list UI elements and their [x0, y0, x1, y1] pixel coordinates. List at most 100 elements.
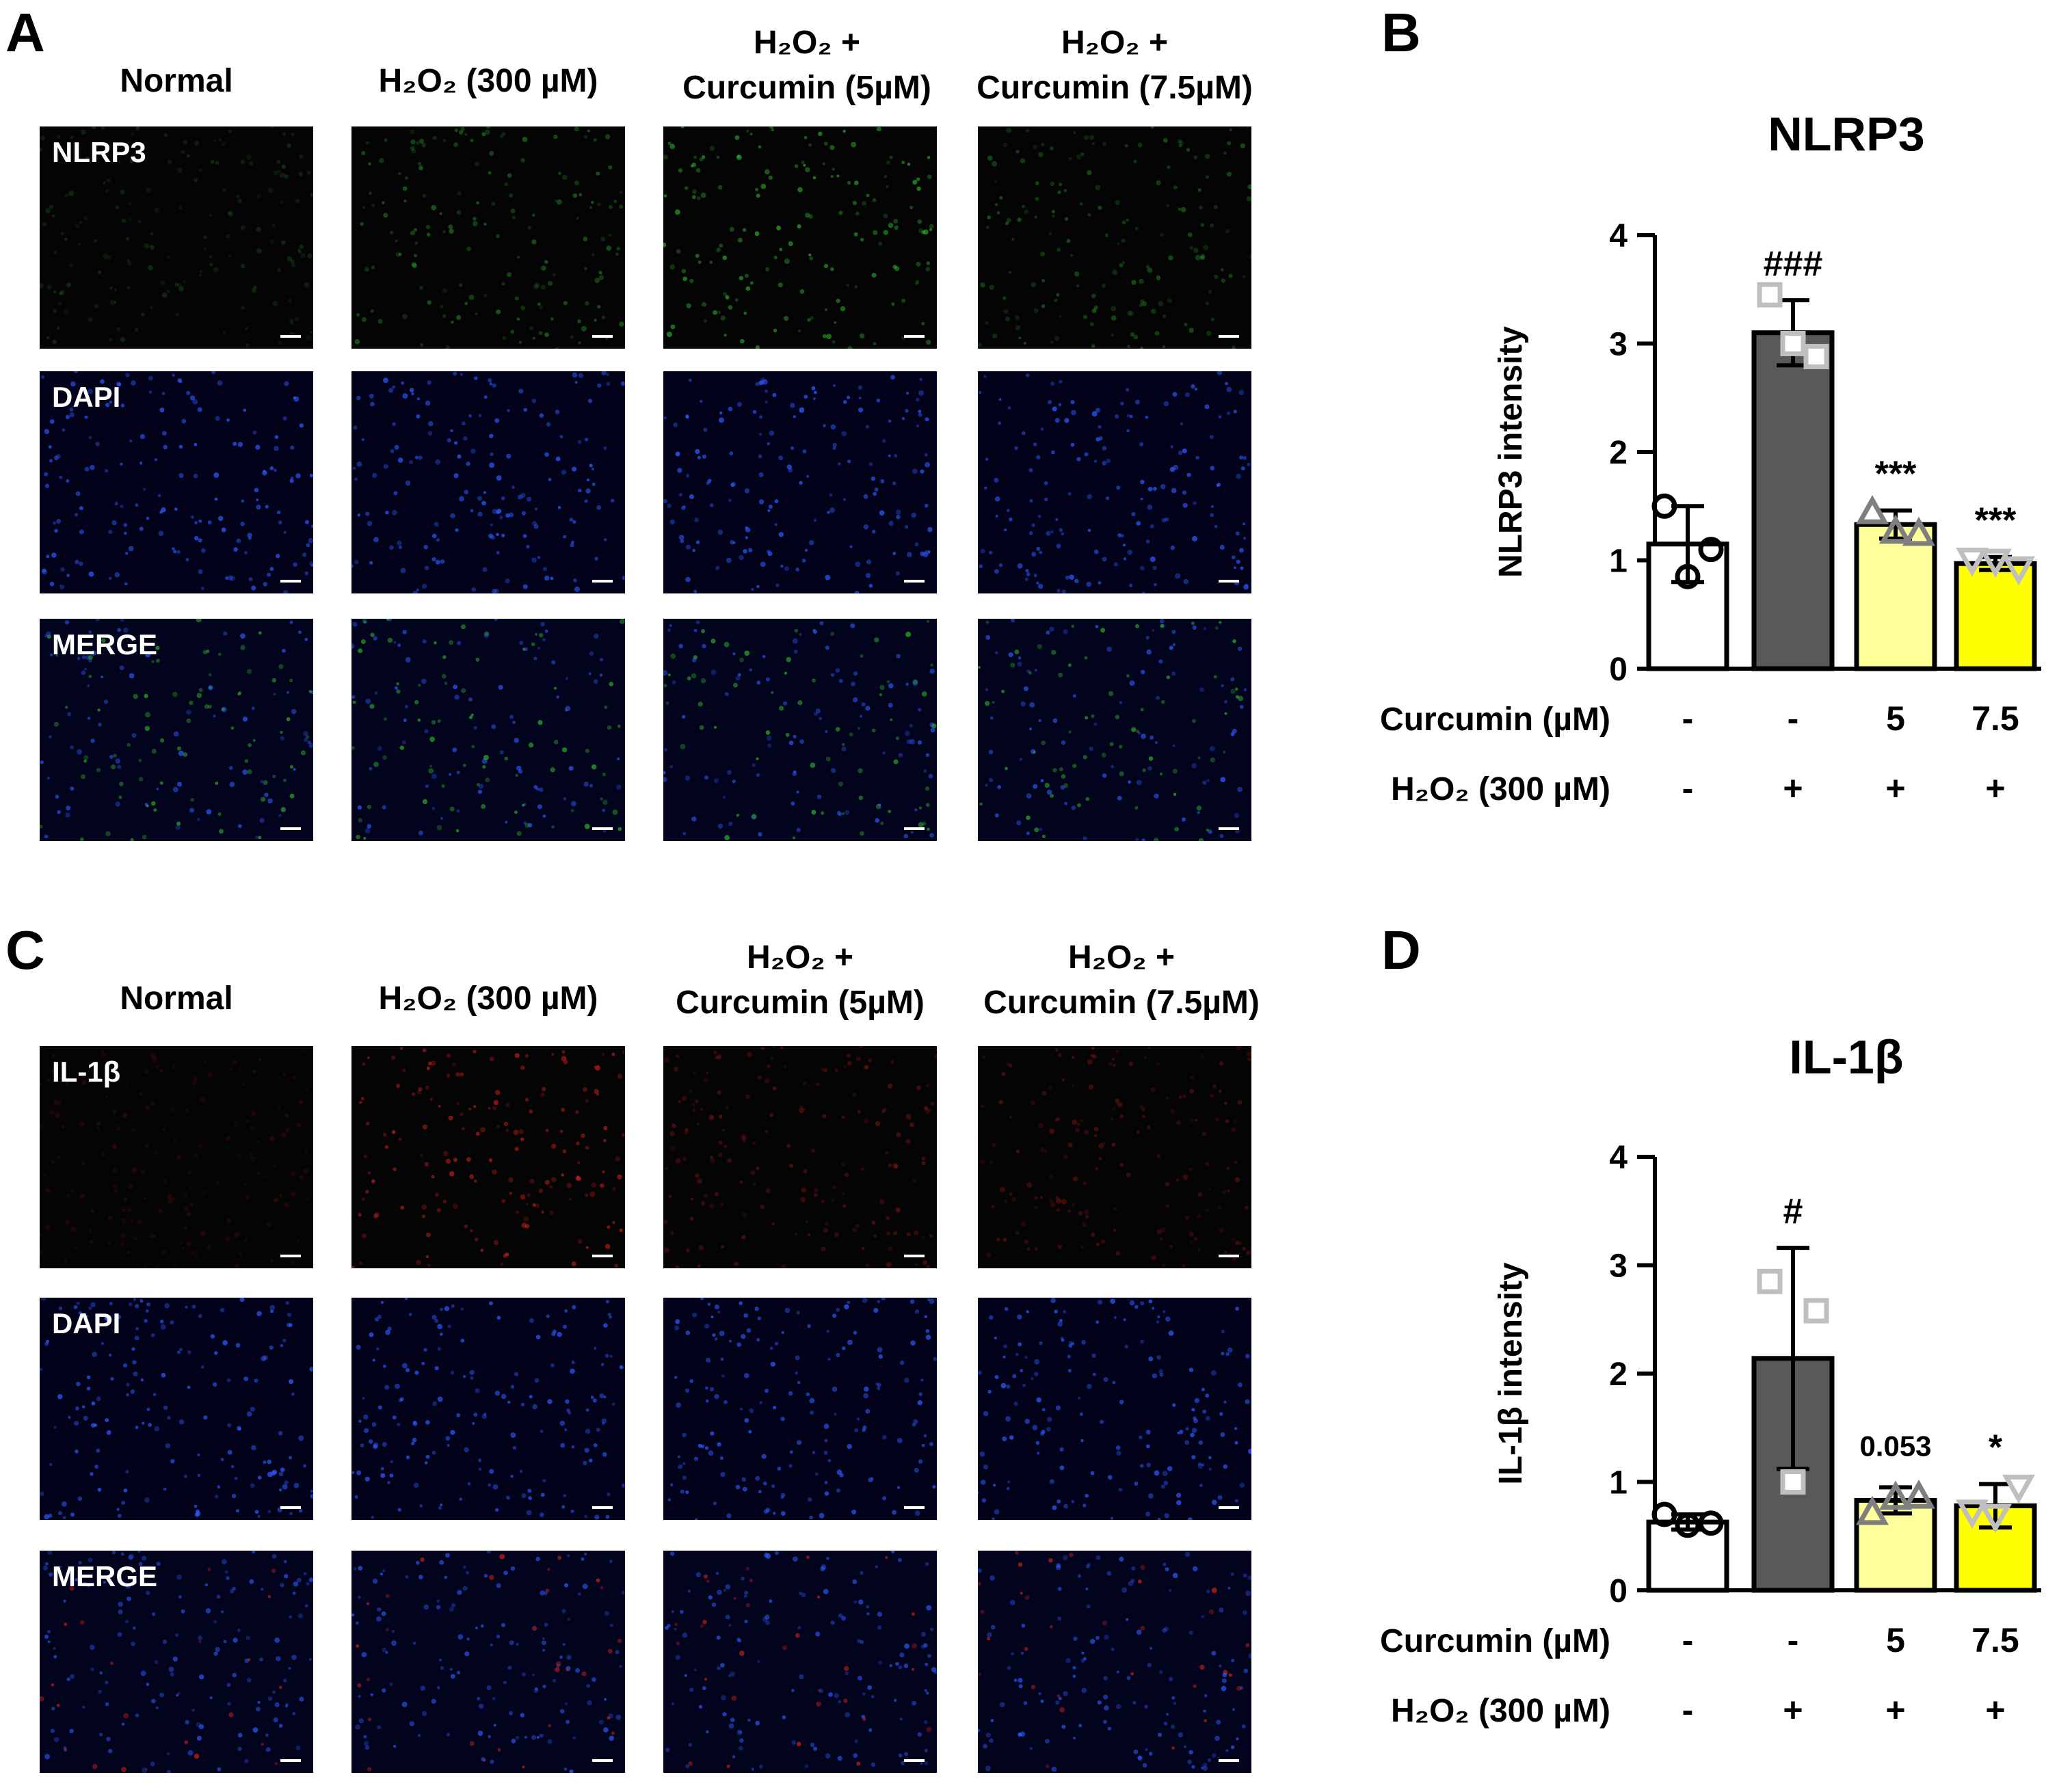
- cell-nucleus: [476, 783, 480, 787]
- cell-nucleus: [821, 1200, 825, 1203]
- cell-nucleus: [571, 540, 574, 544]
- cell-nucleus: [593, 138, 597, 142]
- scale-bar: [904, 335, 925, 338]
- cell-nucleus: [411, 148, 416, 154]
- cell-nucleus: [365, 511, 370, 516]
- cell-nucleus: [1081, 1687, 1087, 1694]
- cell-nucleus: [615, 1714, 622, 1720]
- cell-nucleus: [714, 1337, 718, 1341]
- cell-nucleus: [384, 1145, 389, 1149]
- cell-nucleus: [144, 1767, 148, 1771]
- cell-nucleus: [422, 1711, 427, 1716]
- cell-nucleus: [282, 649, 286, 653]
- cell-nucleus: [456, 210, 462, 215]
- cell-nucleus: [505, 513, 510, 518]
- cell-nucleus: [129, 158, 135, 163]
- cell-nucleus: [1091, 714, 1095, 719]
- cell-nucleus: [507, 1666, 512, 1670]
- cell-nucleus: [183, 1226, 187, 1230]
- cell-nucleus: [685, 415, 689, 419]
- cell-nucleus: [867, 1685, 872, 1690]
- cell-nucleus: [886, 1261, 892, 1268]
- cell-nucleus: [1017, 661, 1022, 667]
- cell-nucleus: [299, 1696, 304, 1702]
- cell-nucleus: [279, 172, 285, 178]
- cell-nucleus: [895, 1207, 901, 1213]
- cell-nucleus: [825, 308, 827, 311]
- cell-nucleus: [306, 1581, 310, 1586]
- cell-nucleus: [57, 810, 61, 814]
- cell-nucleus: [1056, 1207, 1061, 1212]
- micrograph-cells: [351, 619, 625, 840]
- cell-nucleus: [85, 394, 90, 399]
- scale-bar: [904, 1255, 925, 1257]
- cell-nucleus: [162, 1127, 165, 1131]
- cell-nucleus: [70, 381, 76, 387]
- cell-nucleus: [1220, 1432, 1225, 1437]
- cell-nucleus: [713, 1050, 717, 1054]
- cell-nucleus: [1145, 636, 1150, 640]
- curcumin-dose-label: 7.5: [1971, 1621, 2019, 1659]
- cell-nucleus: [819, 717, 822, 721]
- cell-nucleus: [615, 252, 619, 256]
- cell-nucleus: [587, 129, 590, 133]
- cell-nucleus: [456, 1413, 461, 1417]
- cell-nucleus: [59, 475, 63, 479]
- cell-nucleus: [1072, 1203, 1076, 1207]
- cell-nucleus: [1094, 459, 1098, 463]
- cell-nucleus: [1072, 1084, 1075, 1088]
- cell-nucleus: [356, 395, 361, 401]
- cell-nucleus: [308, 537, 313, 544]
- cell-nucleus: [308, 1657, 313, 1661]
- cell-nucleus: [845, 1712, 851, 1717]
- cell-nucleus: [297, 1099, 304, 1105]
- cell-nucleus: [722, 795, 726, 799]
- cell-nucleus: [384, 1385, 390, 1390]
- cell-nucleus: [1191, 1765, 1195, 1769]
- cell-nucleus: [371, 203, 375, 208]
- cell-nucleus: [1072, 1176, 1078, 1181]
- cell-nucleus: [838, 781, 843, 787]
- cell-nucleus: [778, 532, 784, 537]
- cell-nucleus: [695, 1572, 702, 1578]
- cell-nucleus: [758, 832, 762, 837]
- cell-nucleus: [716, 248, 721, 252]
- cell-nucleus: [453, 142, 458, 147]
- cell-nucleus: [1171, 671, 1176, 676]
- cell-nucleus: [75, 1406, 79, 1410]
- cell-nucleus: [1165, 1316, 1171, 1322]
- cell-nucleus: [68, 1416, 71, 1419]
- cell-nucleus: [1029, 498, 1033, 503]
- cell-nucleus: [520, 1137, 524, 1141]
- cell-nucleus: [178, 750, 184, 756]
- cell-nucleus: [389, 545, 394, 550]
- cell-nucleus: [741, 1235, 746, 1240]
- cell-nucleus: [1201, 1463, 1204, 1467]
- cell-nucleus: [135, 1304, 140, 1309]
- cell-nucleus: [512, 215, 516, 219]
- cell-nucleus: [1140, 1564, 1145, 1570]
- cell-nucleus: [247, 1678, 252, 1683]
- cell-nucleus: [88, 630, 92, 634]
- cell-nucleus: [495, 1508, 499, 1512]
- cell-nucleus: [250, 1406, 255, 1412]
- cell-nucleus: [454, 694, 460, 700]
- cell-nucleus: [1172, 643, 1176, 646]
- cell-nucleus: [1156, 274, 1160, 278]
- cell-nucleus: [890, 718, 893, 721]
- cell-nucleus: [830, 1620, 835, 1625]
- cell-nucleus: [759, 415, 763, 419]
- cell-nucleus: [57, 1511, 62, 1516]
- cell-nucleus: [213, 714, 216, 718]
- cell-nucleus: [716, 1054, 722, 1060]
- cell-nucleus: [1018, 1733, 1022, 1737]
- cell-nucleus: [242, 769, 248, 775]
- cell-nucleus: [526, 544, 530, 549]
- cell-nucleus: [878, 241, 883, 246]
- cell-nucleus: [797, 224, 801, 229]
- cell-nucleus: [669, 519, 675, 524]
- cell-nucleus: [995, 813, 999, 818]
- cell-nucleus: [595, 1065, 600, 1071]
- cell-nucleus: [1093, 1127, 1099, 1132]
- cell-nucleus: [1185, 1427, 1189, 1431]
